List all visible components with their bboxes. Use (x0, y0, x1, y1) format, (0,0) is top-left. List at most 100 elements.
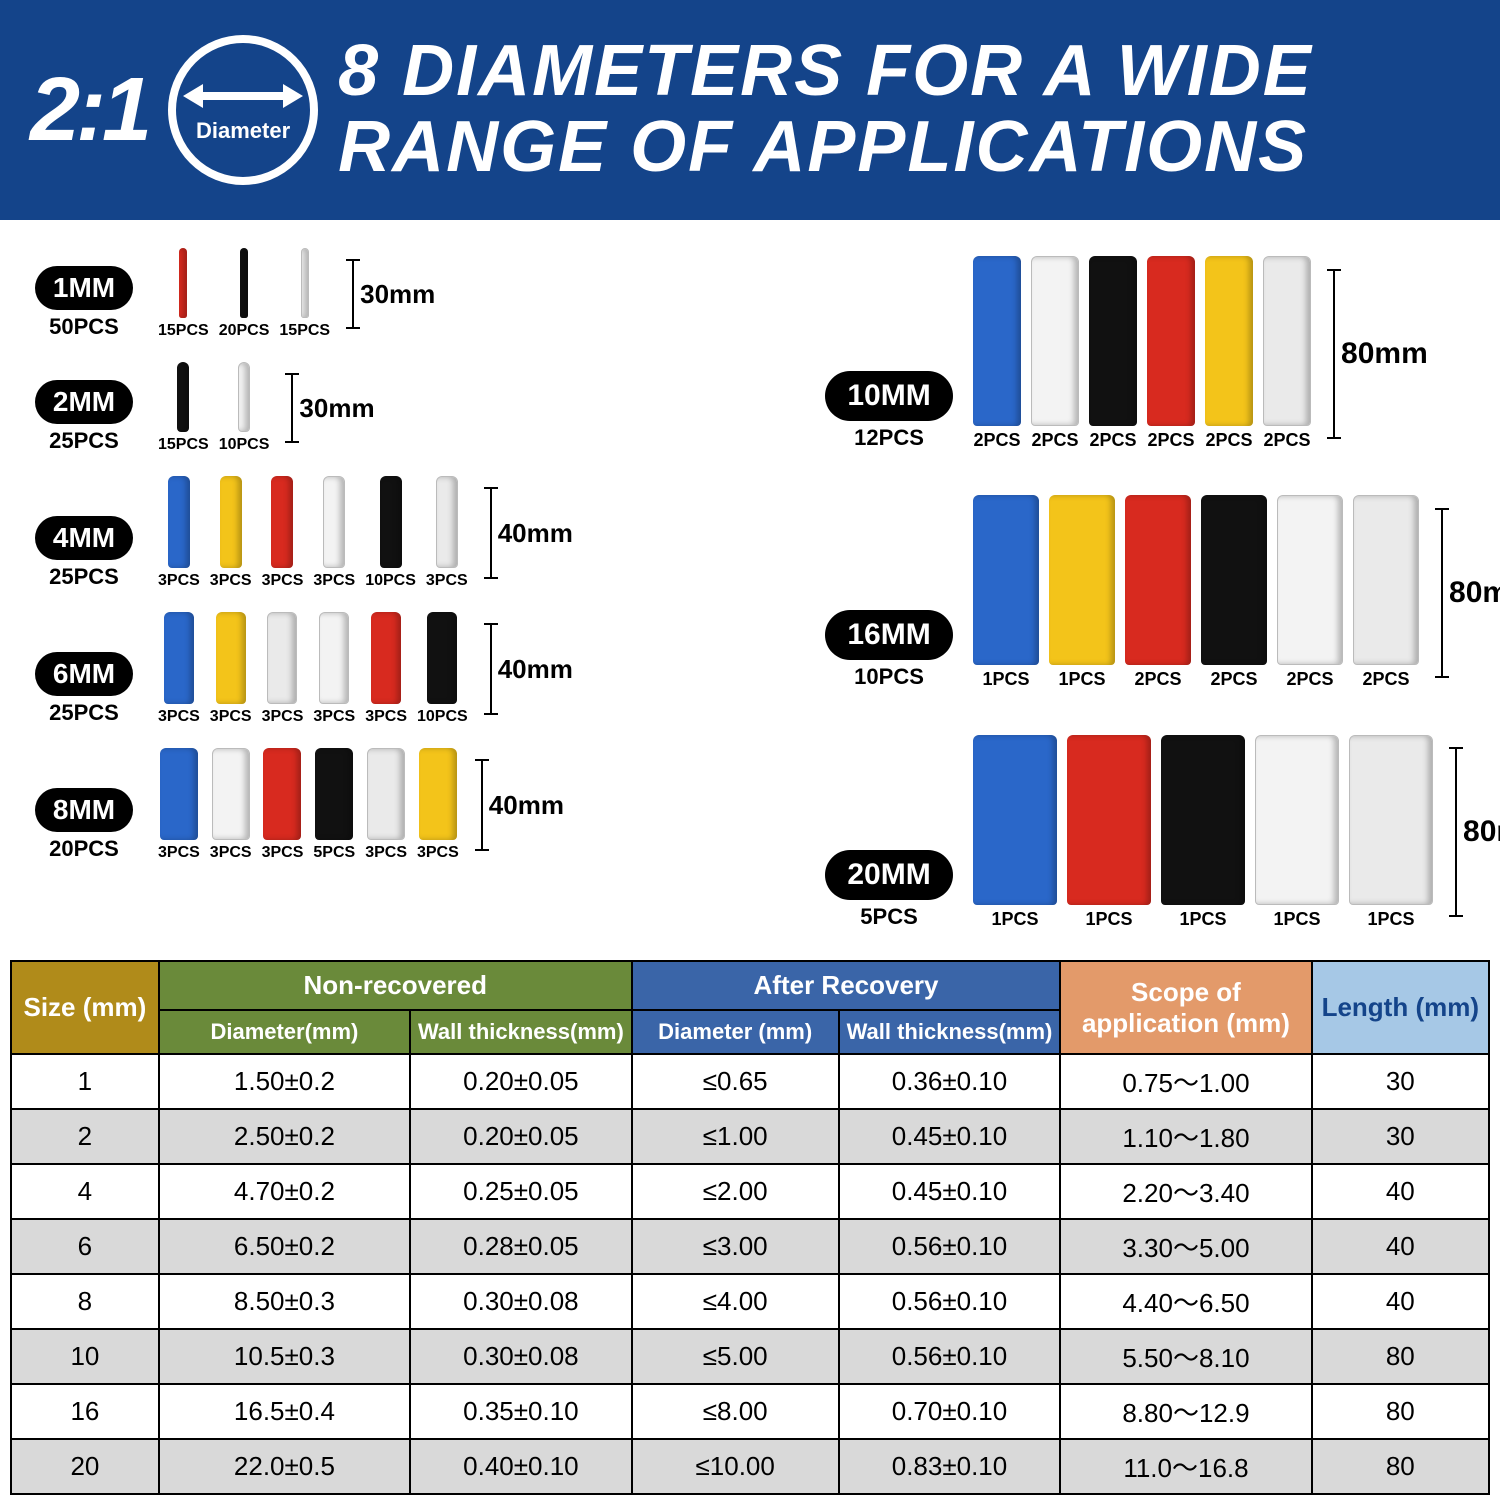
tube-clear (367, 748, 405, 840)
table-cell: 6.50±0.2 (159, 1219, 410, 1274)
th-size: Size (mm) (11, 961, 159, 1054)
size-tag: 8MM (35, 788, 133, 832)
table-cell: 0.25±0.05 (410, 1164, 632, 1219)
tube-blue (973, 256, 1021, 426)
table-cell: 20 (11, 1439, 159, 1494)
size-tag: 20MM (825, 850, 952, 900)
tube-diagram: 1MM50PCS15PCS20PCS15PCS30mm2MM25PCS15PCS… (0, 220, 1500, 960)
tube-qty: 3PCS (210, 708, 252, 726)
tube-black (240, 248, 248, 318)
tube-black (177, 362, 189, 432)
shrink-ratio: 2:1 (30, 59, 148, 162)
tube-line: 15PCS 20PCS 15PCS (158, 248, 330, 340)
tube-item: 2PCS (1031, 256, 1079, 451)
table-cell: 0.56±0.10 (839, 1329, 1061, 1384)
table-row: 2022.0±0.50.40±0.10≤10.000.83±0.1011.0～1… (11, 1439, 1489, 1494)
length-bar (1441, 508, 1443, 678)
table-cell: 0.40±0.10 (410, 1439, 632, 1494)
table-cell: ≤5.00 (632, 1329, 839, 1384)
table-row: 1616.5±0.40.35±0.10≤8.000.70±0.108.80～12… (11, 1384, 1489, 1439)
size-tag: 10MM (825, 371, 952, 421)
size-tag-wrap: 2MM25PCS (24, 380, 144, 454)
tube-qty: 5PCS (313, 844, 355, 862)
tube-clear (436, 476, 458, 568)
tube-yellow (419, 748, 457, 840)
table-cell: 1.50±0.2 (159, 1054, 410, 1109)
size-row: 1MM50PCS15PCS20PCS15PCS30mm (24, 248, 779, 340)
tube-qty: 3PCS (210, 844, 252, 862)
th-scope: Scope of application (mm) (1060, 961, 1311, 1054)
tube-qty: 2PCS (1363, 669, 1410, 690)
table-cell: 22.0±0.5 (159, 1439, 410, 1494)
tube-red (1067, 735, 1151, 905)
tube-qty: 15PCS (279, 322, 330, 340)
tube-line: 1PCS1PCS1PCS1PCS1PCS (973, 735, 1433, 930)
tube-qty: 3PCS (158, 708, 200, 726)
table-cell: 16 (11, 1384, 159, 1439)
length-value: 30mm (299, 393, 374, 424)
table-row: 66.50±0.20.28±0.05≤3.000.56±0.103.30～5.0… (11, 1219, 1489, 1274)
length-marker: 30mm (291, 373, 374, 443)
size-row: 16MM10PCS1PCS1PCS2PCS2PCS2PCS2PCS80mm (819, 495, 1500, 690)
tube-qty: 3PCS (417, 844, 459, 862)
size-row: 4MM25PCS3PCS3PCS3PCS3PCS10PCS3PCS40mm (24, 476, 779, 590)
table-row: 1010.5±0.30.30±0.08≤5.000.56±0.105.50～8.… (11, 1329, 1489, 1384)
tube-qty: 2PCS (1090, 430, 1137, 451)
tube-line: 3PCS 3PCS 3PCS 5PCS 3PCS 3PCS (158, 748, 459, 862)
table-cell: 6 (11, 1219, 159, 1274)
tube-qty: 3PCS (313, 572, 355, 590)
table-row: 44.70±0.20.25±0.05≤2.000.45±0.102.20～3.4… (11, 1164, 1489, 1219)
tube-qty: 3PCS (210, 572, 252, 590)
tube-qty: 2PCS (1032, 430, 1079, 451)
tube-qty: 15PCS (158, 436, 209, 454)
tube-item: 2PCS (1205, 256, 1253, 451)
header-banner: 2:1 Diameter 8 DIAMETERS FOR A WIDE RANG… (0, 0, 1500, 220)
length-bar (352, 259, 354, 329)
size-tag-wrap: 1MM50PCS (24, 266, 144, 340)
size-tag-total: 12PCS (854, 425, 924, 451)
tube-item: 20PCS (219, 248, 270, 340)
tube-qty: 3PCS (262, 572, 304, 590)
tube-black (1201, 495, 1267, 665)
tube-qty: 3PCS (262, 708, 304, 726)
th-after-diam: Diameter (mm) (632, 1010, 839, 1054)
tube-clear (267, 612, 297, 704)
th-after: After Recovery (632, 961, 1061, 1010)
tube-item: 2PCS (1089, 256, 1137, 451)
table-cell: 1 (11, 1054, 159, 1109)
size-row: 6MM25PCS3PCS3PCS3PCS3PCS3PCS10PCS40mm (24, 612, 779, 726)
length-bar (490, 487, 492, 579)
tube-item: 3PCS (365, 748, 407, 862)
table-cell: 0.56±0.10 (839, 1219, 1061, 1274)
tube-black (380, 476, 402, 568)
tube-item: 2PCS (973, 256, 1021, 451)
tube-item: 15PCS (158, 362, 209, 454)
size-tag: 6MM (35, 652, 133, 696)
table-cell: 40 (1312, 1219, 1489, 1274)
table-cell: 0.28±0.05 (410, 1219, 632, 1274)
tube-qty: 3PCS (262, 844, 304, 862)
tube-item: 1PCS (1161, 735, 1245, 930)
size-tag-total: 10PCS (854, 664, 924, 690)
table-cell: 0.30±0.08 (410, 1274, 632, 1329)
tube-qty: 3PCS (158, 844, 200, 862)
table-cell: 4 (11, 1164, 159, 1219)
table-cell: 8.80～12.9 (1060, 1384, 1311, 1439)
size-tag-total: 25PCS (49, 700, 119, 726)
length-value: 40mm (498, 654, 573, 685)
table-cell: 2.20～3.40 (1060, 1164, 1311, 1219)
table-row: 88.50±0.30.30±0.08≤4.000.56±0.104.40～6.5… (11, 1274, 1489, 1329)
table-cell: 5.50～8.10 (1060, 1329, 1311, 1384)
table-cell: ≤0.65 (632, 1054, 839, 1109)
size-row: 10MM12PCS2PCS2PCS2PCS2PCS2PCS2PCS80mm (819, 256, 1500, 451)
table-cell: 3.30～5.00 (1060, 1219, 1311, 1274)
table-cell: 10.5±0.3 (159, 1329, 410, 1384)
table-cell: 0.45±0.10 (839, 1164, 1061, 1219)
tube-item: 2PCS (1125, 495, 1191, 690)
table-cell: 10 (11, 1329, 159, 1384)
th-nonrec-diam: Diameter(mm) (159, 1010, 410, 1054)
tube-qty: 15PCS (158, 322, 209, 340)
tube-item: 2PCS (1277, 495, 1343, 690)
size-tag-wrap: 6MM 25PCS (24, 652, 144, 726)
size-tag-total: 50PCS (49, 314, 119, 340)
